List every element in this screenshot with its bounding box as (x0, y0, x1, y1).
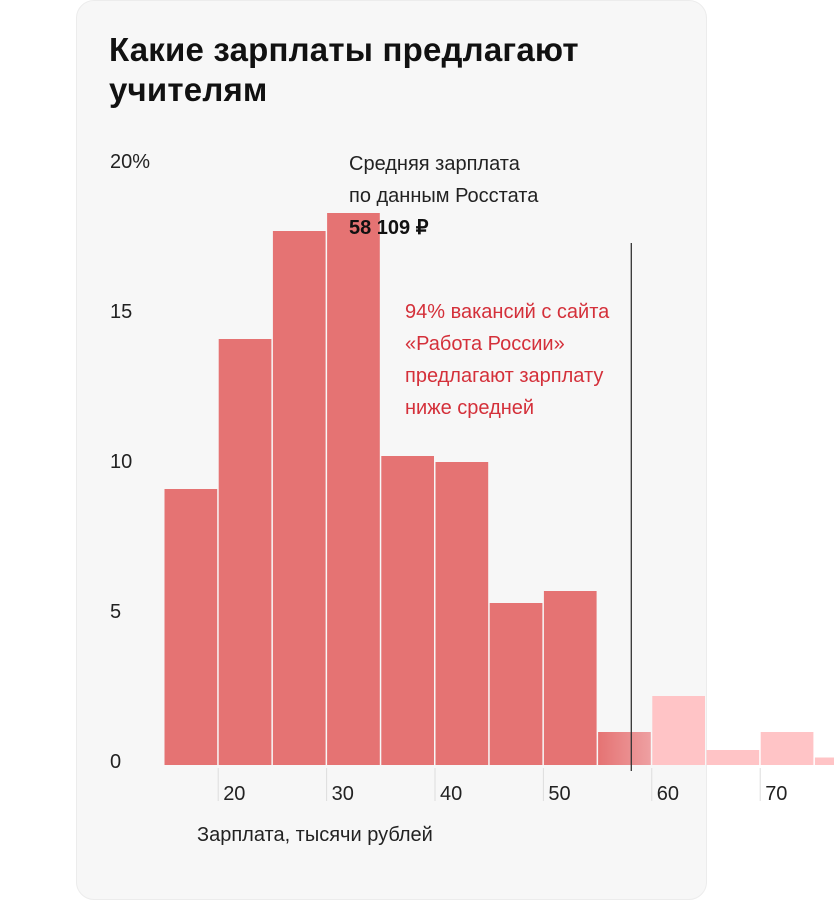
y-axis: 0 5 10 15 20% (110, 151, 150, 773)
annotation-line-3: предлагают зарплату (405, 365, 603, 387)
y-tick-label: 5 (110, 601, 121, 623)
bars-group (165, 213, 834, 765)
histogram-bar-20-25 (219, 339, 272, 765)
y-tick-label: 10 (110, 451, 132, 473)
mean-label-line-2: по данным Росстата (349, 185, 539, 207)
y-tick-label: 20% (110, 151, 150, 173)
histogram-bar-75-80 (815, 758, 834, 766)
x-tick-label: 20 (223, 783, 245, 805)
histogram-bar-45-50 (490, 603, 543, 765)
mean-value-label: 58 109 ₽ (349, 217, 429, 239)
histogram-bar-55-60 (598, 732, 651, 765)
x-tick-label: 70 (765, 783, 787, 805)
y-tick-label: 15 (110, 301, 132, 323)
annotation-line-4: ниже средней (405, 397, 534, 419)
histogram-bar-60-65 (652, 696, 705, 765)
histogram-bar-50-55 (544, 591, 597, 765)
histogram-bar-30-35 (327, 213, 380, 765)
x-tick-label: 30 (332, 783, 354, 805)
x-tick-label: 40 (440, 783, 462, 805)
annotation-line-1: 94% вакансий с сайта (405, 301, 610, 323)
y-tick-label: 0 (110, 751, 121, 773)
x-tick-label: 60 (657, 783, 679, 805)
histogram-bar-25-30 (273, 231, 326, 765)
x-axis-label: Зарплата, тысячи рублей (197, 824, 433, 846)
x-axis: 2030405060708090100 (218, 768, 834, 805)
x-tick-label: 50 (548, 783, 570, 805)
histogram-bar-15-20 (165, 489, 218, 765)
mean-label-line-1: Средняя зарплата (349, 153, 521, 175)
histogram-bar-65-70 (707, 750, 760, 765)
histogram-bar-35-40 (381, 456, 434, 765)
annotation-line-2: «Работа России» (405, 333, 565, 355)
histogram-bar-40-45 (436, 462, 489, 765)
histogram-bar-70-75 (761, 732, 814, 765)
